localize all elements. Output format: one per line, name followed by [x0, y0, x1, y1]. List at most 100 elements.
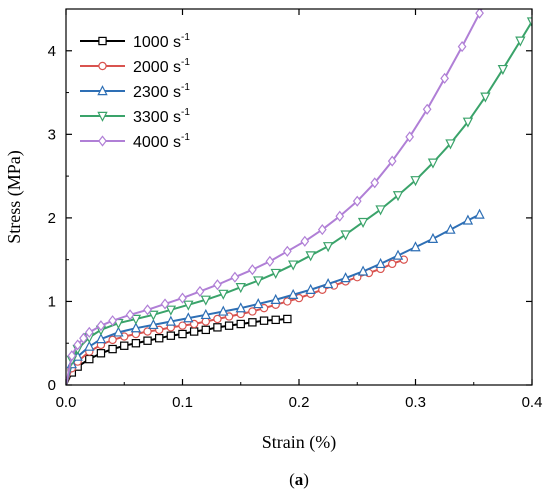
data-point-3300	[462, 117, 474, 128]
legend-label: 2300 s-1	[133, 82, 190, 101]
data-point-4000	[178, 292, 187, 304]
data-point-4000	[265, 255, 275, 267]
data-point-2300	[183, 312, 194, 323]
y-tick-label: 0	[48, 377, 56, 394]
data-point-3300	[427, 158, 439, 169]
data-point-3300	[130, 314, 142, 325]
data-point-3300	[287, 260, 299, 271]
legend-exponent: -1	[181, 107, 190, 118]
data-point-3300	[410, 176, 421, 187]
legend-rate: 4000 s	[133, 134, 181, 151]
series-layer	[66, 0, 532, 385]
data-point-2300	[113, 326, 124, 337]
data-point-3300	[497, 64, 509, 76]
y-tick-label: 4	[48, 43, 56, 60]
data-point-2300	[427, 232, 439, 243]
data-point-2300	[95, 333, 107, 344]
data-point-1000	[96, 349, 106, 358]
data-point-3300	[480, 92, 491, 103]
data-point-1000	[131, 339, 141, 348]
legend-item-1000: 1000 s-1	[80, 32, 190, 51]
data-point-3300	[340, 230, 351, 241]
data-point-1000	[236, 319, 245, 329]
legend-marker	[98, 61, 107, 71]
data-point-1000	[213, 323, 222, 332]
legend-marker	[98, 135, 107, 147]
data-point-2300	[375, 257, 386, 269]
data-point-4000	[370, 177, 380, 189]
data-point-3300	[183, 300, 194, 311]
data-point-4000	[317, 224, 327, 236]
y-tick-label: 2	[48, 210, 56, 227]
x-axis-title: Strain (%)	[262, 432, 336, 453]
legend-exponent: -1	[181, 82, 190, 93]
caption-close: )	[303, 470, 309, 489]
data-point-3300	[165, 305, 177, 316]
data-point-2300	[200, 308, 211, 320]
data-point-2000	[143, 327, 152, 336]
legend-exponent: -1	[181, 32, 190, 43]
data-point-1000	[259, 316, 269, 325]
legend-label: 1000 s-1	[133, 32, 190, 51]
data-point-4000	[282, 245, 292, 257]
data-point-1000	[283, 314, 292, 324]
legend-rate: 1000 s	[133, 34, 181, 51]
data-point-4000	[440, 72, 449, 84]
x-tick-label: 0.4	[522, 394, 543, 411]
data-point-2000	[213, 314, 222, 324]
legend-label: 4000 s-1	[133, 132, 190, 151]
data-point-2300	[165, 315, 177, 326]
data-point-2300	[445, 223, 456, 234]
data-point-3300	[270, 268, 281, 279]
data-point-3300	[235, 283, 246, 294]
series-line-4000	[66, 9, 483, 385]
data-point-2300	[270, 293, 281, 304]
data-point-3300	[253, 276, 264, 287]
data-point-2300	[474, 208, 485, 219]
data-point-4000	[195, 285, 205, 297]
data-point-4000	[160, 298, 170, 310]
data-point-3300	[148, 310, 159, 321]
data-point-1000	[85, 354, 94, 364]
y-tick-label: 1	[48, 293, 56, 310]
data-point-2300	[253, 298, 264, 309]
x-tick-label: 0.0	[56, 394, 77, 411]
data-point-2000	[108, 335, 117, 345]
data-point-2000	[248, 307, 257, 316]
data-point-2300	[462, 214, 474, 225]
legend-marker	[97, 111, 108, 122]
data-point-1000	[178, 329, 187, 339]
legend-rate: 3300 s	[133, 109, 181, 126]
data-point-1000	[271, 315, 280, 325]
legend-item-2300: 2300 s-1	[80, 82, 190, 101]
data-point-2300	[130, 322, 142, 333]
legend-item-2000: 2000 s-1	[80, 57, 190, 76]
data-point-2300	[218, 305, 229, 316]
y-axis-title: Stress (MPa)	[4, 150, 25, 244]
data-point-2300	[340, 272, 351, 283]
data-point-4000	[457, 41, 467, 53]
data-point-3300	[218, 289, 229, 300]
x-tick-label: 0.2	[289, 394, 310, 411]
data-point-2300	[84, 340, 95, 351]
axis-ticks: 0.0 0.1 0.2 0.3 0.4 0 1 2 3 4	[48, 9, 543, 411]
data-point-1000	[201, 325, 210, 335]
x-tick-label: 0.3	[405, 394, 426, 411]
legend-item-3300: 3300 s-1	[80, 107, 190, 126]
data-point-4000	[125, 309, 135, 321]
data-point-4000	[482, 0, 489, 5]
data-point-2300	[357, 265, 369, 276]
data-point-4000	[422, 103, 432, 115]
data-point-1000	[248, 318, 257, 327]
legend-label: 2000 s-1	[133, 57, 190, 76]
caption-open: (	[289, 470, 295, 489]
data-point-2300	[305, 283, 316, 294]
data-point-4000	[84, 326, 94, 338]
legend-rate: 2000 s	[133, 59, 181, 76]
legend-exponent: -1	[181, 57, 190, 68]
data-point-4000	[108, 315, 117, 327]
data-point-2300	[235, 302, 246, 313]
data-point-3300	[392, 191, 404, 202]
data-point-2000	[388, 259, 397, 269]
data-point-1000	[120, 341, 129, 350]
